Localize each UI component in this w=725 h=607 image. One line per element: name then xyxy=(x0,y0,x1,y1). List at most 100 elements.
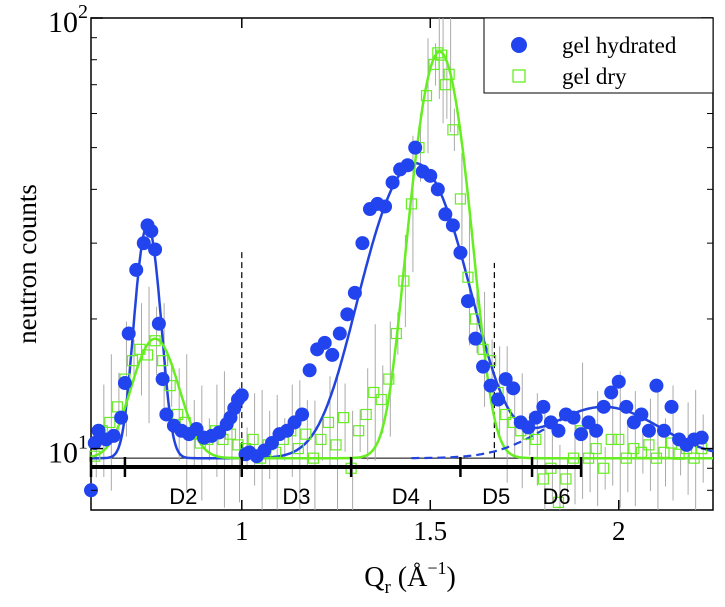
point-gel-hydrated xyxy=(566,410,581,425)
point-gel-dry xyxy=(104,416,116,429)
x-axis-symbol: Q xyxy=(364,562,384,593)
point-gel-dry xyxy=(443,68,455,80)
x-axis-label: Qr (Å−1) xyxy=(364,558,456,598)
point-gel-dry xyxy=(315,433,327,446)
point-gel-hydrated xyxy=(438,207,453,222)
point-gel-hydrated xyxy=(619,399,634,414)
point-gel-dry xyxy=(360,408,372,421)
point-gel-hydrated xyxy=(536,399,551,414)
x-tick-label-2: 2 xyxy=(612,516,626,546)
point-gel-hydrated xyxy=(87,436,102,451)
plot-frame xyxy=(90,17,714,511)
point-gel-hydrated xyxy=(611,374,626,389)
point-gel-hydrated xyxy=(355,236,370,251)
point-gel-hydrated xyxy=(649,378,664,393)
point-gel-dry xyxy=(330,439,342,451)
point-gel-dry xyxy=(598,462,610,474)
point-gel-hydrated xyxy=(476,359,491,374)
point-gel-dry xyxy=(688,452,700,464)
point-gel-dry xyxy=(635,446,647,458)
point-gel-hydrated xyxy=(340,307,355,322)
point-gel-hydrated xyxy=(159,407,174,422)
point-gel-dry xyxy=(469,313,482,325)
point-gel-dry xyxy=(432,47,444,59)
point-gel-hydrated xyxy=(694,430,709,445)
legend-label-hydrated: gel hydrated xyxy=(562,33,677,58)
fit-curve-hydrated xyxy=(91,161,714,460)
point-gel-dry xyxy=(337,412,350,424)
point-gel-hydrated xyxy=(385,175,400,190)
point-gel-hydrated xyxy=(347,285,362,300)
x-tick-label-1: 1 xyxy=(235,516,249,546)
point-gel-dry xyxy=(447,124,459,136)
legend-marker-hydrated xyxy=(511,37,527,53)
point-gel-hydrated xyxy=(641,423,656,438)
point-gel-dry xyxy=(428,58,440,71)
point-gel-dry xyxy=(477,343,489,355)
data-points xyxy=(84,47,709,508)
point-gel-hydrated xyxy=(430,182,445,197)
point-gel-dry xyxy=(439,79,451,91)
point-gel-dry xyxy=(157,355,169,367)
point-gel-dry xyxy=(89,450,101,462)
point-gel-dry xyxy=(590,442,602,455)
point-gel-dry xyxy=(405,198,418,210)
point-gel-dry xyxy=(232,439,244,451)
point-gel-dry xyxy=(537,473,549,485)
point-gel-hydrated xyxy=(136,236,151,251)
point-gel-dry xyxy=(530,433,542,446)
point-gel-hydrated xyxy=(491,392,506,407)
point-gel-hydrated xyxy=(634,407,649,422)
point-gel-hydrated xyxy=(121,326,136,341)
point-gel-dry xyxy=(673,448,685,460)
point-gel-hydrated xyxy=(148,242,163,257)
y-axis-label: neutron counts xyxy=(12,184,42,344)
point-gel-hydrated xyxy=(325,347,340,362)
point-gel-hydrated xyxy=(551,423,566,438)
point-gel-hydrated xyxy=(234,388,249,403)
point-gel-hydrated xyxy=(295,407,310,422)
point-gel-hydrated xyxy=(117,376,132,391)
point-gel-dry xyxy=(658,446,670,458)
point-gel-hydrated xyxy=(656,423,671,438)
point-gel-hydrated xyxy=(498,372,513,387)
point-gel-dry xyxy=(560,473,572,485)
point-gel-dry xyxy=(650,452,663,464)
point-gel-dry xyxy=(613,433,625,446)
point-gel-dry xyxy=(126,355,139,367)
fit-curves xyxy=(90,50,714,460)
point-gel-hydrated xyxy=(302,363,317,378)
x-axis-unit-close: ) xyxy=(446,562,455,593)
point-gel-hydrated xyxy=(596,399,611,414)
legend-box xyxy=(483,17,714,94)
point-gel-hydrated xyxy=(317,335,332,350)
point-gel-dry xyxy=(620,452,632,464)
point-gel-dry xyxy=(247,433,259,446)
region-label-d2: D2 xyxy=(169,484,197,509)
point-gel-dry xyxy=(149,335,161,347)
point-gel-hydrated xyxy=(574,427,589,442)
point-gel-dry xyxy=(567,452,580,464)
point-gel-dry xyxy=(141,349,154,361)
point-gel-dry xyxy=(383,373,395,385)
point-gel-hydrated xyxy=(144,224,159,239)
point-gel-dry xyxy=(398,275,410,287)
point-gel-dry xyxy=(643,439,655,451)
y-tick-label-1: 101 xyxy=(48,432,88,470)
y-tick-label-2: 102 xyxy=(48,1,88,39)
point-gel-hydrated xyxy=(589,423,604,438)
point-gel-hydrated xyxy=(332,326,347,341)
point-gel-dry xyxy=(500,408,512,421)
point-gel-hydrated xyxy=(408,140,423,155)
point-gel-dry xyxy=(582,452,595,464)
point-gel-dry xyxy=(307,452,320,464)
point-gel-dry xyxy=(300,428,312,440)
point-gel-hydrated xyxy=(400,158,415,173)
legend-label-dry: gel dry xyxy=(562,64,627,89)
point-gel-dry xyxy=(368,386,380,399)
x-axis-unit-open: (Å xyxy=(391,562,428,593)
point-gel-hydrated xyxy=(378,199,393,214)
point-gel-hydrated xyxy=(521,420,536,435)
point-gel-hydrated xyxy=(155,372,170,387)
